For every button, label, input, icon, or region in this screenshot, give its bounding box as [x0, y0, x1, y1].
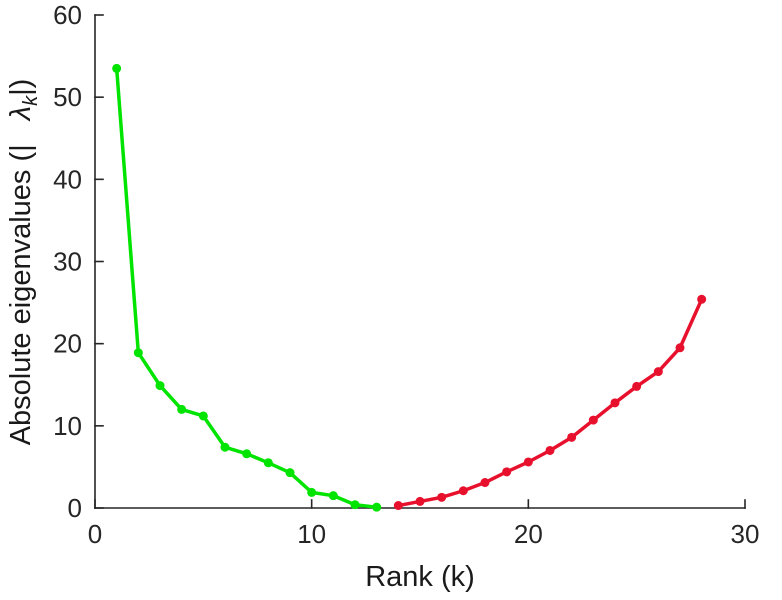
data-marker-ascending-eigenvalues	[458, 486, 468, 496]
data-marker-ascending-eigenvalues	[632, 381, 642, 391]
x-axis-label: Rank (k)	[365, 561, 475, 593]
data-marker-descending-eigenvalues	[133, 348, 143, 358]
data-marker-descending-eigenvalues	[372, 502, 382, 512]
data-marker-ascending-eigenvalues	[502, 467, 512, 477]
data-marker-ascending-eigenvalues	[653, 367, 663, 377]
x-tick-label: 30	[731, 519, 760, 549]
data-marker-descending-eigenvalues	[155, 381, 165, 391]
series-line-ascending-eigenvalues	[396, 297, 704, 508]
data-marker-descending-eigenvalues	[328, 491, 338, 501]
data-marker-ascending-eigenvalues	[675, 343, 685, 353]
y-tick-label: 30	[53, 247, 82, 277]
data-marker-ascending-eigenvalues	[480, 478, 490, 488]
y-axis-label-prefix: Absolute eigenvalues (|	[5, 120, 37, 445]
data-marker-descending-eigenvalues	[285, 468, 295, 478]
data-marker-ascending-eigenvalues	[567, 432, 577, 442]
lambda-subscript-k: k	[20, 95, 42, 106]
y-tick-label: 10	[53, 411, 82, 441]
y-tick-label: 40	[53, 164, 82, 194]
data-marker-ascending-eigenvalues	[415, 496, 425, 506]
data-marker-descending-eigenvalues	[198, 411, 208, 421]
data-marker-ascending-eigenvalues	[393, 501, 403, 511]
data-marker-descending-eigenvalues	[263, 458, 273, 468]
data-marker-ascending-eigenvalues	[588, 415, 598, 425]
x-tick-label: 10	[297, 519, 326, 549]
y-tick-label: 0	[68, 493, 82, 523]
data-marker-ascending-eigenvalues	[610, 398, 620, 408]
data-marker-ascending-eigenvalues	[523, 457, 533, 467]
y-tick-label: 50	[53, 82, 82, 112]
plot-area: 0 10 20 30 0 10 20 30 40 50 60	[53, 0, 759, 549]
data-marker-descending-eigenvalues	[112, 63, 122, 73]
data-marker-descending-eigenvalues	[220, 442, 230, 452]
x-tick-label: 20	[514, 519, 543, 549]
y-axis-label: Absolute eigenvalues (| λk|)	[5, 79, 42, 446]
y-tick-label: 20	[53, 329, 82, 359]
data-marker-ascending-eigenvalues	[697, 294, 707, 304]
lambda-symbol: λ	[5, 106, 37, 122]
data-marker-descending-eigenvalues	[307, 487, 317, 497]
data-marker-descending-eigenvalues	[242, 449, 252, 459]
data-marker-descending-eigenvalues	[177, 404, 187, 414]
y-tick-label: 60	[53, 0, 82, 30]
data-marker-ascending-eigenvalues	[437, 492, 447, 502]
x-tick-label: 0	[88, 519, 102, 549]
series-line-descending-eigenvalues	[114, 66, 379, 509]
data-marker-ascending-eigenvalues	[545, 445, 555, 455]
y-axis-label-suffix: |)	[5, 79, 37, 96]
data-marker-descending-eigenvalues	[350, 500, 360, 510]
